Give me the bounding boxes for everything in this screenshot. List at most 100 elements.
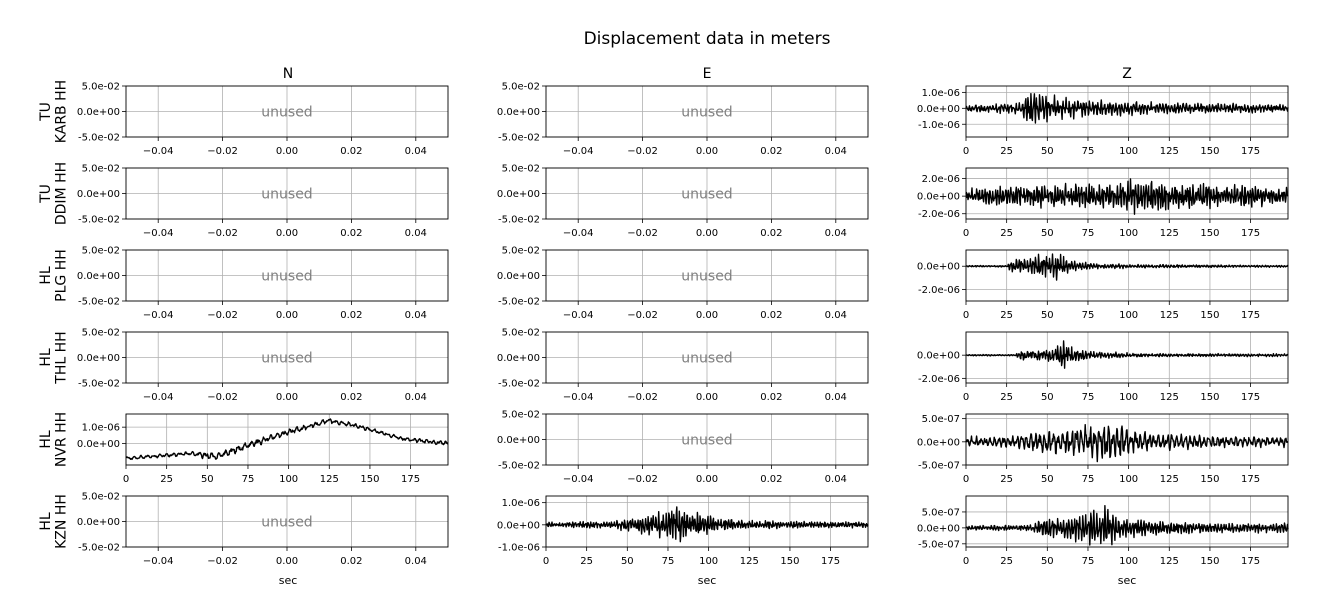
- x-tick-label: 50: [1041, 228, 1054, 239]
- x-tick-label: 0.04: [405, 146, 427, 157]
- station-code-row-4: NVR HH: [53, 412, 69, 467]
- y-tick-label: -5.0e-02: [498, 133, 540, 144]
- y-tick-label: 0.0e+00: [77, 439, 120, 450]
- panel-kzn-e: 0 25 50 75 100 125 150 175 1.0e-06 0.0e+00 -1.0e-0…: [497, 495, 869, 567]
- y-tick-label: 5.0e-02: [502, 82, 540, 93]
- waveform-trace: [965, 178, 1289, 215]
- y-tick-label: -5.0e-02: [78, 133, 120, 144]
- x-tick-label: 0.04: [825, 474, 847, 485]
- unused-label: unused: [261, 515, 312, 531]
- panel-kzn-z: 0 25 50 75 100 125 150 175 5.0e-07 0.0e+00 -5.0e-0…: [917, 495, 1289, 567]
- x-tick-label: 0.00: [696, 228, 718, 239]
- x-tick-label: −0.04: [563, 146, 594, 157]
- y-tick-label: -2.0e-06: [918, 209, 960, 220]
- x-tick-label: −0.02: [627, 474, 658, 485]
- x-tick-label: 0.00: [276, 228, 298, 239]
- y-tick-label: 0.0e+00: [77, 107, 120, 118]
- y-tick-label: 5.0e-02: [82, 164, 120, 175]
- unused-label: unused: [681, 105, 732, 121]
- x-tick-label: −0.04: [143, 146, 174, 157]
- y-tick-label: 5.0e-02: [82, 82, 120, 93]
- x-tick-label: 100: [1119, 556, 1138, 567]
- x-tick-label: 0.02: [340, 310, 362, 321]
- panel-frame: [545, 249, 869, 302]
- x-tick-label: 25: [1000, 146, 1013, 157]
- x-tick-label: 150: [360, 474, 379, 485]
- panel-frame: [965, 85, 1289, 138]
- panel-frame: [545, 331, 869, 384]
- x-tick-label: −0.02: [627, 146, 658, 157]
- x-tick-label: −0.02: [207, 392, 238, 403]
- panel-plg-z: 0 25 50 75 100 125 150 175 0.0e+00 -2.0e-06: [917, 249, 1289, 321]
- station-label-row-0: TUKARB HH: [38, 80, 69, 143]
- x-tick-label: 0: [963, 146, 969, 157]
- x-tick-label: 75: [242, 474, 255, 485]
- panel-plg-e: −0.04 −0.02 0.00 0.02 0.04 5.0e-02 0.0e+00 -5.0…: [497, 246, 869, 321]
- x-tick-label: 125: [1160, 556, 1179, 567]
- panel-ddim-n: −0.04 −0.02 0.00 0.02 0.04 5.0e-02 0.0e+00 -5.0…: [77, 164, 449, 239]
- y-tick-label: 2.0e-06: [922, 174, 960, 185]
- panel-frame: [965, 495, 1289, 548]
- x-tick-label: 175: [1241, 146, 1260, 157]
- x-tick-label: 125: [1160, 146, 1179, 157]
- x-tick-label: 0.00: [696, 392, 718, 403]
- y-tick-label: 0.0e+00: [917, 192, 960, 203]
- x-tick-label: 0.04: [405, 310, 427, 321]
- station-code-row-0: KARB HH: [53, 80, 69, 143]
- x-tick-label: 75: [662, 556, 675, 567]
- x-tick-label: 50: [1041, 556, 1054, 567]
- x-tick-label: 75: [1082, 556, 1095, 567]
- x-tick-label: −0.02: [207, 146, 238, 157]
- y-tick-label: -5.0e-02: [78, 379, 120, 390]
- y-tick-label: 0.0e+00: [497, 107, 540, 118]
- panel-nvr-z: 0 25 50 75 100 125 150 175 5.0e-07 0.0e+00 -5.0e-0…: [917, 413, 1289, 485]
- x-tick-label: 0.00: [276, 392, 298, 403]
- y-tick-label: 5.0e-07: [922, 414, 960, 425]
- x-tick-label: 150: [1200, 392, 1219, 403]
- x-tick-label: 0.04: [825, 392, 847, 403]
- x-tick-label: 100: [279, 474, 298, 485]
- x-tick-label: 125: [1160, 228, 1179, 239]
- panel-plg-n: −0.04 −0.02 0.00 0.02 0.04 5.0e-02 0.0e+00 -5.0…: [77, 246, 449, 321]
- x-tick-label: 100: [1119, 228, 1138, 239]
- y-tick-label: -5.0e-02: [78, 215, 120, 226]
- unused-label: unused: [681, 351, 732, 367]
- column-title-e: E: [703, 66, 712, 82]
- x-tick-label: 0.02: [760, 228, 782, 239]
- station-code-row-1: DDIM HH: [53, 162, 69, 225]
- x-tick-label: −0.04: [143, 228, 174, 239]
- x-tick-label: −0.04: [563, 474, 594, 485]
- x-tick-label: 175: [401, 474, 420, 485]
- x-tick-label: 0.02: [340, 392, 362, 403]
- y-tick-label: -5.0e-07: [918, 539, 960, 550]
- panel-ddim-z: 0 25 50 75 100 125 150 175 2.0e-06 0.0e+00 -2.0e-0…: [917, 167, 1289, 239]
- network-code-row-5: HL: [38, 512, 54, 531]
- y-tick-label: -5.0e-07: [918, 461, 960, 472]
- station-label-row-3: HLTHL HH: [38, 331, 69, 384]
- network-code-row-4: HL: [38, 430, 54, 449]
- y-tick-label: 1.0e-06: [502, 498, 540, 509]
- x-tick-label: 50: [201, 474, 214, 485]
- panel-frame: [965, 249, 1289, 302]
- x-tick-label: 125: [1160, 310, 1179, 321]
- x-tick-label: −0.04: [143, 392, 174, 403]
- x-tick-label: −0.02: [627, 228, 658, 239]
- column-title-z: Z: [1122, 66, 1132, 82]
- y-tick-label: -5.0e-02: [498, 379, 540, 390]
- panel-frame: [545, 85, 869, 138]
- x-tick-label: 0.00: [276, 310, 298, 321]
- x-axis-label-z: sec: [1118, 574, 1137, 587]
- x-tick-label: 0.04: [825, 146, 847, 157]
- x-tick-label: 0.00: [696, 474, 718, 485]
- x-tick-label: 175: [1241, 392, 1260, 403]
- x-tick-label: 25: [580, 556, 593, 567]
- panel-frame: [125, 249, 449, 302]
- panel-nvr-n: 0 25 50 75 100 125 150 175 1.0e-06 0.0e+00: [77, 413, 449, 485]
- station-code-row-3: THL HH: [53, 331, 69, 384]
- x-tick-label: 0.00: [276, 146, 298, 157]
- x-tick-label: 100: [1119, 310, 1138, 321]
- x-tick-label: 150: [1200, 146, 1219, 157]
- panel-thl-n: −0.04 −0.02 0.00 0.02 0.04 5.0e-02 0.0e+00 -5.0…: [77, 328, 449, 403]
- x-axis-label-n: sec: [279, 574, 298, 587]
- x-tick-label: 75: [1082, 392, 1095, 403]
